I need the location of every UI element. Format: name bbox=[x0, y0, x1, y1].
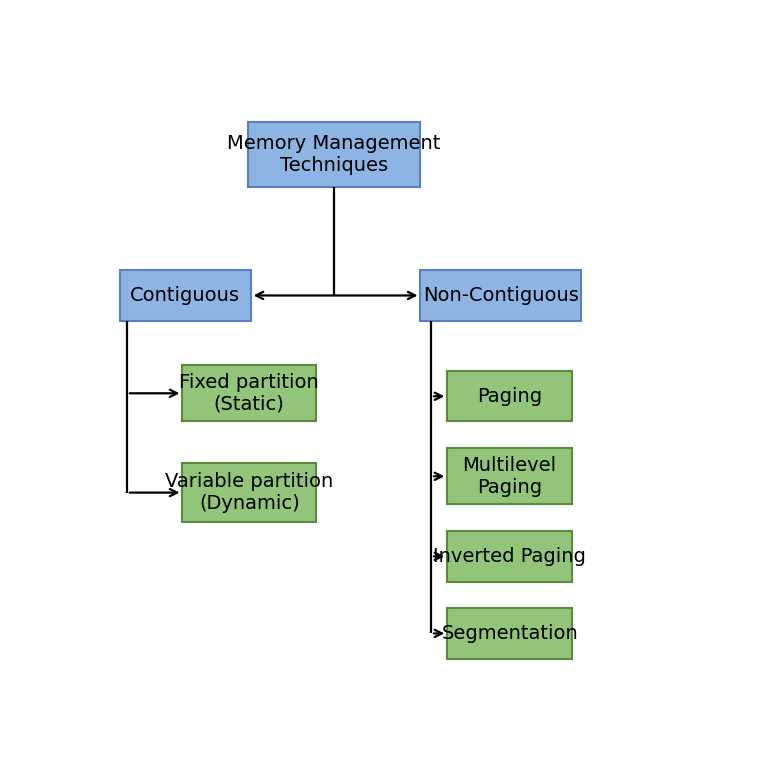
Text: Fixed partition
(Static): Fixed partition (Static) bbox=[180, 373, 319, 413]
FancyBboxPatch shape bbox=[182, 365, 316, 421]
FancyBboxPatch shape bbox=[447, 448, 572, 504]
FancyBboxPatch shape bbox=[447, 371, 572, 421]
FancyBboxPatch shape bbox=[120, 270, 250, 320]
Text: Segmentation: Segmentation bbox=[442, 624, 578, 643]
FancyBboxPatch shape bbox=[420, 270, 581, 320]
Text: Inverted Paging: Inverted Paging bbox=[433, 547, 586, 566]
Text: Contiguous: Contiguous bbox=[131, 286, 240, 305]
FancyBboxPatch shape bbox=[447, 608, 572, 658]
Text: Non-Contiguous: Non-Contiguous bbox=[423, 286, 578, 305]
FancyBboxPatch shape bbox=[447, 531, 572, 581]
FancyBboxPatch shape bbox=[248, 122, 420, 187]
Text: Paging: Paging bbox=[477, 387, 542, 406]
Text: Variable partition
(Dynamic): Variable partition (Dynamic) bbox=[165, 472, 333, 513]
Text: Multilevel
Paging: Multilevel Paging bbox=[462, 456, 557, 497]
Text: Memory Management
Techniques: Memory Management Techniques bbox=[227, 134, 441, 175]
FancyBboxPatch shape bbox=[182, 463, 316, 522]
